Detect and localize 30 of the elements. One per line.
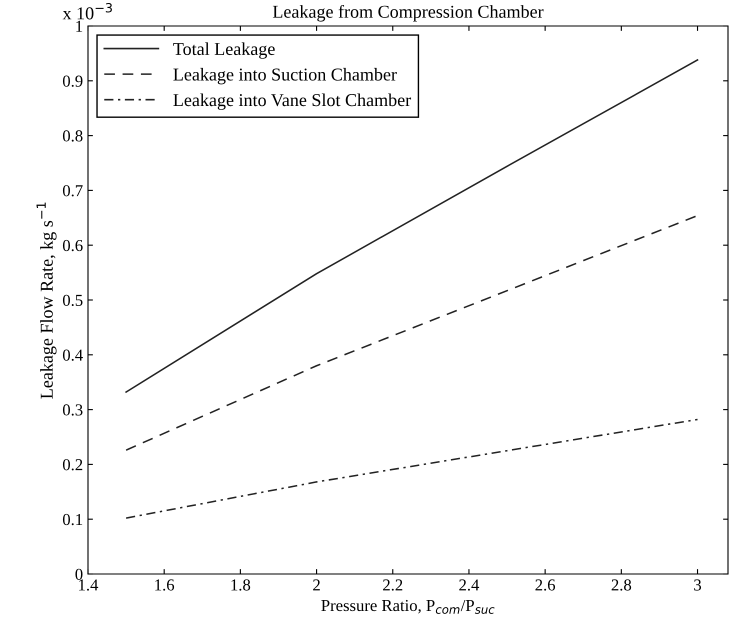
y-tick-label: 0.2: [62, 459, 82, 470]
x-tick-label: 2.8: [612, 579, 632, 591]
legend-label: Leakage into Suction Chamber: [173, 68, 397, 84]
text: x 10$^{−3}$: [62, 2, 112, 20]
x-tick-label: 2: [313, 579, 320, 590]
y-tick-label: 1: [76, 20, 82, 32]
y-tick-label: 0.5: [62, 294, 82, 306]
line-series: [125, 59, 698, 393]
y-tick-label: 0.9: [62, 76, 82, 87]
x-tick-label: 3: [694, 579, 702, 591]
line-series: [125, 418, 698, 519]
x-tick-label: 1.8: [231, 579, 250, 591]
x-tick-label: 1.4: [79, 579, 98, 591]
y-tick-label: 0.4: [62, 350, 83, 361]
y-tick-label: 0.8: [62, 130, 83, 142]
legend-label: Leakage into Vane Slot Chamber: [173, 93, 412, 110]
y-tick-label: 0.6: [62, 240, 83, 252]
y-tick-label: 0: [75, 568, 83, 580]
line-series: [125, 214, 698, 451]
y-tick-label: 0.7: [62, 185, 83, 196]
x-tick-label: 2.2: [383, 579, 402, 591]
x-axis-title: Pressure Ratio, P$_{com}$/P$_{suc}$: [321, 600, 494, 614]
legend-label: Total Leakage: [173, 42, 275, 59]
y-tick-label: 0.1: [62, 514, 82, 526]
x-tick-label: 2.4: [459, 579, 480, 591]
y-tick-label: 0.3: [62, 404, 82, 416]
x-tick-label: 1.6: [155, 579, 174, 591]
x-tick-label: 2.6: [535, 579, 556, 591]
chart-title: Leakage from Compression Chamber: [272, 4, 544, 22]
y-axis-title: Leakage Flow Rate, kg s$^{−1}$: [36, 202, 57, 399]
